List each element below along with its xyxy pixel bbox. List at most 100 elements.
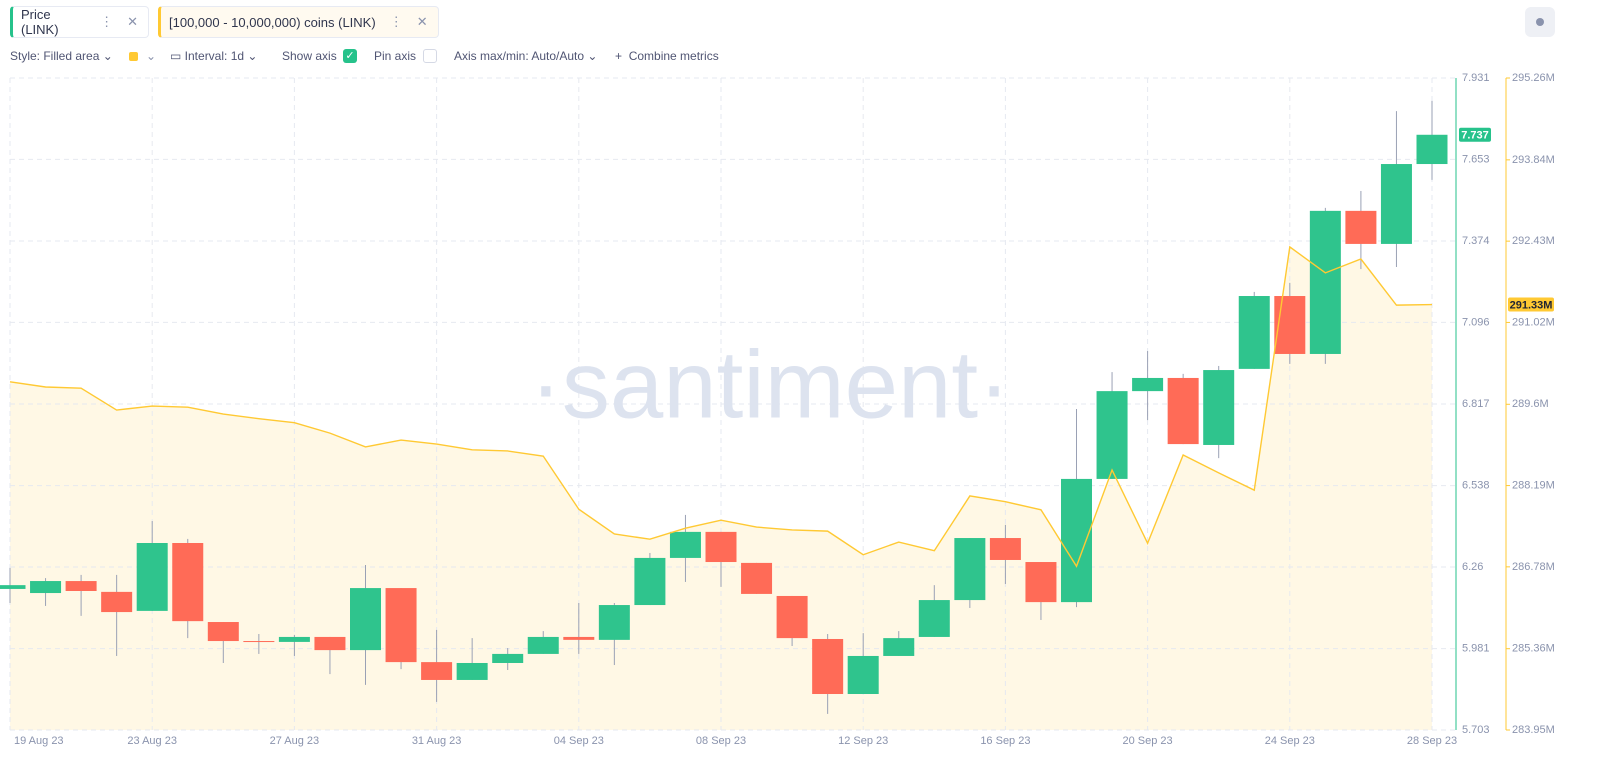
- close-icon[interactable]: ✕: [416, 14, 428, 29]
- y-tick-label: 7.374: [1462, 235, 1490, 247]
- y2-tick-label: 286.78M: [1512, 561, 1555, 573]
- x-tick-label: 16 Sep 23: [980, 735, 1030, 747]
- candle-body: [0, 585, 26, 589]
- metric-chip[interactable]: [100,000 - 10,000,000) coins (LINK) ⋮ ✕: [158, 6, 439, 38]
- y-tick-label: 7.653: [1462, 153, 1490, 165]
- label: Combine metrics: [628, 49, 719, 63]
- metric-chip[interactable]: Price (LINK) ⋮ ✕: [10, 6, 149, 38]
- y-tick-label: 6.26: [1462, 561, 1483, 573]
- y2-tick-label: 292.43M: [1512, 235, 1555, 247]
- candle-body: [812, 638, 844, 695]
- candle-body: [1025, 562, 1057, 603]
- candle-body: [563, 636, 595, 640]
- metric-name: [100,000 - 10,000,000) coins (LINK): [169, 14, 376, 30]
- label: Interval: 1d: [184, 49, 245, 63]
- y-tick-label: 7.931: [1462, 72, 1490, 84]
- candle-body: [741, 562, 773, 594]
- candle-body: [776, 595, 808, 639]
- candle-body: [1132, 377, 1164, 392]
- candle-body: [456, 662, 488, 680]
- candle-body: [1203, 370, 1235, 445]
- settings-button[interactable]: [1525, 7, 1555, 37]
- y-tick-label: 5.981: [1462, 643, 1490, 655]
- menu-icon[interactable]: ⋮: [389, 14, 403, 29]
- candle-body: [1274, 296, 1306, 354]
- x-tick-label: 24 Sep 23: [1265, 735, 1315, 747]
- candle-body: [1345, 210, 1377, 244]
- candle-body: [350, 588, 381, 651]
- style-select[interactable]: Style: Filled area ⌄: [10, 49, 113, 63]
- checkbox[interactable]: [423, 49, 437, 63]
- x-tick-label: 28 Sep 23: [1407, 735, 1457, 747]
- x-tick-label: 12 Sep 23: [838, 735, 888, 747]
- check: ✓: [345, 50, 355, 62]
- candle-body: [172, 543, 204, 622]
- candle-body: [634, 557, 666, 606]
- y2-tick-label: 293.84M: [1512, 154, 1555, 166]
- checkbox-checked[interactable]: ✓: [343, 49, 357, 63]
- candle-body: [847, 655, 879, 695]
- candle-body: [101, 591, 133, 613]
- menu-icon[interactable]: ⋮: [100, 14, 114, 29]
- candle-body: [918, 600, 950, 637]
- y-tick-label: 6.538: [1462, 480, 1490, 492]
- x-tick-label: 04 Sep 23: [554, 735, 604, 747]
- y2-tick-label: 291.02M: [1512, 316, 1555, 328]
- candle-body: [1416, 134, 1448, 165]
- candle-body: [136, 543, 168, 611]
- last-value-badge: [1459, 127, 1491, 142]
- y2-tick-label: 289.6M: [1512, 398, 1549, 410]
- candle-body: [30, 581, 62, 594]
- candle-body: [1096, 391, 1128, 479]
- grid: [9, 77, 1455, 731]
- candle-body: [989, 538, 1021, 560]
- candle-body: [527, 636, 559, 654]
- label: Axis max/min: Auto/Auto: [454, 49, 585, 63]
- candle-body: [669, 531, 701, 558]
- last-value-label: 291.33M: [1510, 299, 1553, 311]
- candle-body: [705, 531, 737, 563]
- candle-body: [314, 636, 346, 651]
- y-tick-label: 5.703: [1462, 724, 1490, 736]
- x-tick-label: 23 Aug 23: [127, 735, 177, 747]
- chevron[interactable]: ⌄: [146, 49, 157, 63]
- candle-body: [1309, 210, 1341, 354]
- y2-tick-label: 285.36M: [1512, 643, 1555, 655]
- candle-body: [65, 581, 97, 591]
- candle-body: [385, 588, 417, 663]
- candle-body: [883, 638, 915, 656]
- combine-button[interactable]: + Combine metrics: [615, 49, 719, 63]
- interval-select[interactable]: ▭ Interval: 1d ⌄: [170, 49, 258, 63]
- y-tick-label: 6.817: [1462, 398, 1490, 410]
- pin-axis-label: Pin axis: [374, 49, 417, 63]
- dot: [1536, 18, 1544, 26]
- y2-tick-label: 295.26M: [1512, 72, 1555, 84]
- x-tick-label: 20 Sep 23: [1123, 735, 1173, 747]
- x-tick-label: 27 Aug 23: [270, 735, 320, 747]
- label: Style: Filled area: [10, 49, 100, 63]
- area-line: [9, 245, 1433, 568]
- color-swatch[interactable]: [129, 52, 138, 61]
- axis-minmax-select[interactable]: Axis max/min: Auto/Auto ⌄: [454, 49, 598, 63]
- candle-body: [1061, 478, 1092, 603]
- candle-body: [1380, 164, 1412, 244]
- last-value-label: 7.737: [1461, 130, 1489, 142]
- candle-body: [421, 662, 453, 680]
- candle-body: [207, 622, 239, 642]
- close-icon[interactable]: ✕: [127, 14, 138, 29]
- y2-tick-label: 288.19M: [1512, 479, 1555, 491]
- show-axis-label: Show axis: [282, 49, 337, 63]
- candle-body: [1238, 296, 1270, 369]
- y2-tick-label: 283.95M: [1512, 724, 1555, 736]
- x-tick-label: 08 Sep 23: [696, 735, 746, 747]
- x-tick-label: 31 Aug 23: [412, 735, 462, 747]
- watermark: ·santiment·: [530, 331, 1010, 438]
- candle-body: [598, 605, 630, 640]
- last-value-badge: [1508, 297, 1554, 312]
- candle-body: [954, 538, 986, 601]
- candle-body: [1167, 377, 1199, 445]
- candle-body: [492, 653, 524, 663]
- x-tick-label: 19 Aug 23: [14, 735, 64, 747]
